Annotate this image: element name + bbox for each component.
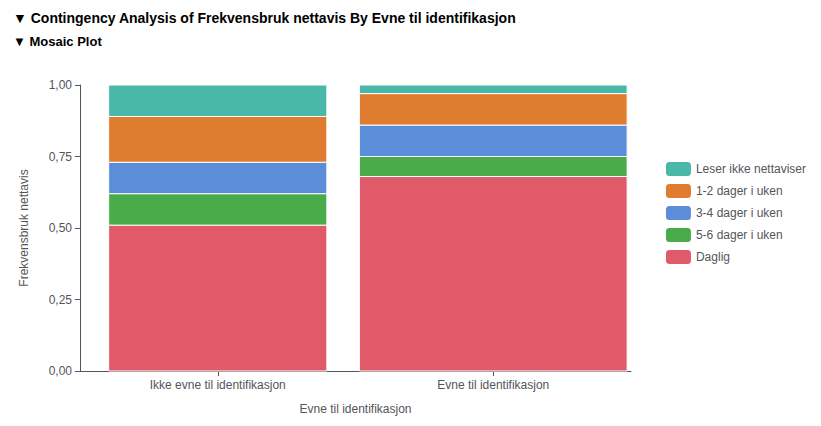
svg-text:0,50: 0,50 — [49, 221, 73, 235]
svg-text:Frekvensbruk nettavis: Frekvensbruk nettavis — [17, 169, 31, 286]
svg-text:5-6 dager i uken: 5-6 dager i uken — [696, 228, 783, 242]
svg-text:Daglig: Daglig — [696, 250, 730, 264]
svg-text:Evne til identifikasjon: Evne til identifikasjon — [437, 378, 549, 392]
svg-text:▼ Mosaic Plot: ▼ Mosaic Plot — [13, 34, 102, 49]
svg-text:1,00: 1,00 — [49, 78, 73, 92]
svg-text:0,75: 0,75 — [49, 150, 73, 164]
svg-text:1-2 dager i uken: 1-2 dager i uken — [696, 184, 783, 198]
svg-text:Ikke evne til identifikasjon: Ikke evne til identifikasjon — [150, 378, 286, 392]
svg-text:3-4 dager i uken: 3-4 dager i uken — [696, 206, 783, 220]
svg-text:Evne til identifikasjon: Evne til identifikasjon — [299, 402, 411, 416]
svg-text:0,00: 0,00 — [49, 364, 73, 378]
svg-text:▼ Contingency Analysis of Frek: ▼ Contingency Analysis of Frekvensbruk n… — [13, 10, 516, 26]
svg-text:0,25: 0,25 — [49, 293, 73, 307]
svg-text:Leser ikke nettaviser: Leser ikke nettaviser — [696, 162, 806, 176]
